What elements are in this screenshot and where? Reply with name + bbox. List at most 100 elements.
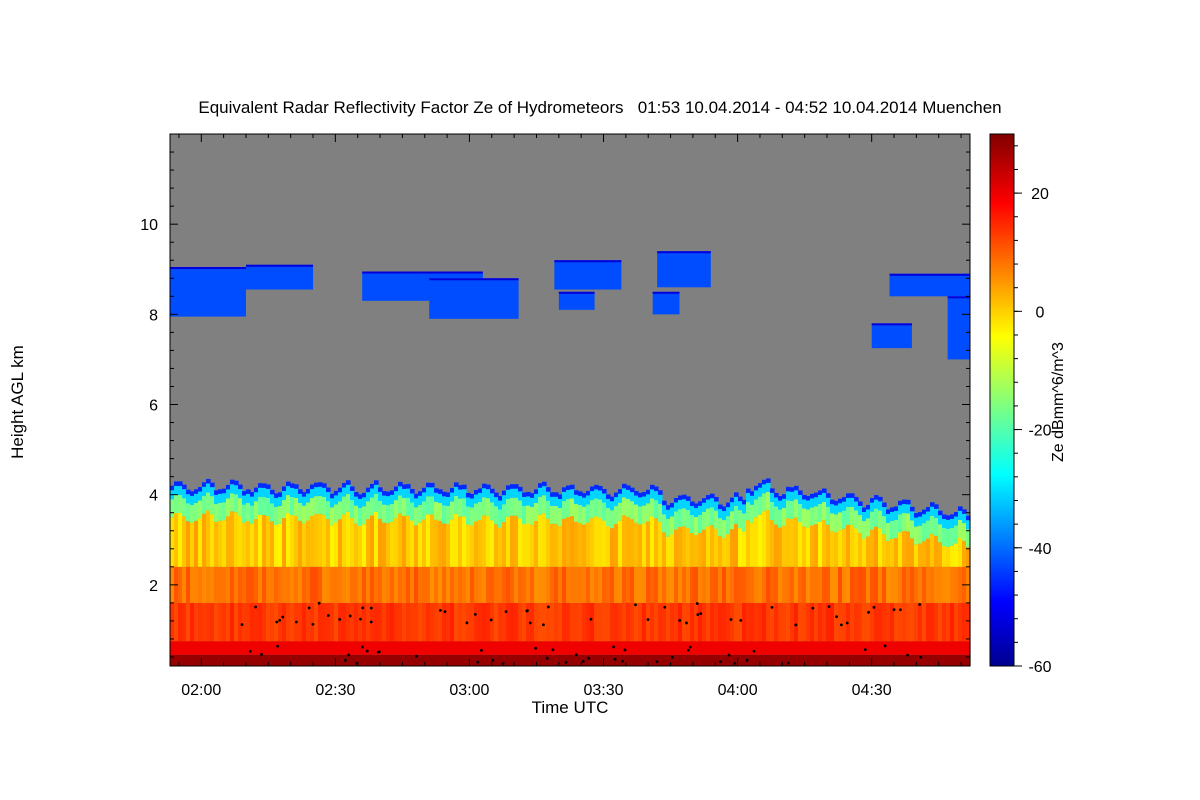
reflectivity-cell [578, 654, 583, 666]
cloud-base-point [443, 610, 447, 614]
reflectivity-cell [778, 527, 783, 567]
reflectivity-cell [338, 501, 343, 520]
reflectivity-cell [610, 528, 615, 567]
reflectivity-cell [210, 496, 215, 515]
reflectivity-cell [310, 641, 315, 655]
reflectivity-cell [922, 566, 927, 603]
reflectivity-cell [714, 528, 719, 567]
reflectivity-cell [838, 566, 843, 603]
reflectivity-cell [178, 602, 183, 642]
reflectivity-cell [778, 641, 783, 655]
reflectivity-cell [518, 641, 523, 655]
reflectivity-cell [702, 602, 707, 642]
cirrus-edge [947, 296, 970, 299]
reflectivity-cell [434, 492, 439, 502]
reflectivity-cell [946, 602, 951, 642]
reflectivity-cell [742, 566, 747, 603]
reflectivity-cell [226, 654, 231, 666]
reflectivity-cell [418, 654, 423, 666]
reflectivity-cell [822, 602, 827, 642]
reflectivity-cell [298, 502, 303, 521]
reflectivity-cell [810, 654, 815, 666]
reflectivity-cell [690, 501, 695, 506]
reflectivity-cell [606, 641, 611, 655]
reflectivity-cell [830, 654, 835, 666]
reflectivity-cell [326, 566, 331, 603]
reflectivity-cell [530, 493, 535, 498]
reflectivity-cell [782, 566, 787, 603]
reflectivity-cell [718, 641, 723, 655]
reflectivity-cell [762, 602, 767, 642]
reflectivity-cell [622, 515, 627, 567]
reflectivity-cell [270, 503, 275, 522]
reflectivity-cell [538, 602, 543, 642]
reflectivity-cell [206, 483, 211, 493]
reflectivity-cell [190, 566, 195, 603]
x-axis: 02:00 02:30 03:00 03:30 04:00 04:30 [178, 134, 962, 699]
cloud-base-point [770, 606, 774, 609]
reflectivity-cell [346, 602, 351, 642]
reflectivity-cell [810, 498, 815, 508]
reflectivity-cell [962, 540, 967, 567]
reflectivity-cell [502, 641, 507, 655]
reflectivity-cell [918, 525, 923, 544]
cirrus-edge [871, 323, 912, 326]
reflectivity-cell [390, 521, 395, 567]
reflectivity-cell [830, 531, 835, 567]
reflectivity-cell [746, 602, 751, 642]
reflectivity-cell [614, 524, 619, 567]
reflectivity-cell [386, 523, 391, 567]
reflectivity-cell [658, 521, 663, 567]
reflectivity-cell [910, 654, 915, 666]
reflectivity-cell [546, 487, 551, 492]
reflectivity-cell [462, 654, 467, 666]
reflectivity-cell [482, 654, 487, 666]
reflectivity-cell [886, 522, 891, 541]
reflectivity-cell [606, 525, 611, 567]
reflectivity-cell [686, 566, 691, 603]
reflectivity-cell [298, 489, 303, 494]
reflectivity-cell [286, 654, 291, 666]
cloud-base-point [376, 650, 380, 654]
reflectivity-cell [758, 641, 763, 655]
reflectivity-cell [210, 566, 215, 603]
reflectivity-cell [482, 497, 487, 516]
reflectivity-cell [458, 485, 463, 490]
reflectivity-cell [358, 507, 363, 526]
reflectivity-cell [438, 493, 443, 503]
reflectivity-cell [894, 566, 899, 603]
reflectivity-cell [858, 505, 863, 515]
reflectivity-cell [958, 654, 963, 666]
reflectivity-cell [554, 505, 559, 524]
reflectivity-cell [802, 526, 807, 567]
reflectivity-cell [318, 641, 323, 655]
reflectivity-cell [626, 566, 631, 603]
reflectivity-cell [182, 566, 187, 603]
reflectivity-cell [242, 641, 247, 655]
reflectivity-cell [546, 602, 551, 642]
reflectivity-cell [610, 496, 615, 502]
reflectivity-cell [310, 654, 315, 666]
reflectivity-cell [306, 602, 311, 642]
reflectivity-cell [922, 641, 927, 655]
reflectivity-cell [590, 500, 595, 519]
reflectivity-cell [322, 483, 327, 488]
cloud-base-point [465, 621, 469, 625]
cloud-base-point [240, 623, 244, 626]
reflectivity-cell [178, 566, 183, 603]
reflectivity-cell [854, 528, 859, 567]
reflectivity-cell [186, 654, 191, 666]
reflectivity-cell [834, 566, 839, 603]
reflectivity-cell [206, 641, 211, 655]
reflectivity-cell [874, 526, 879, 567]
reflectivity-cell [806, 500, 811, 510]
reflectivity-cell [310, 602, 315, 642]
reflectivity-cell [526, 523, 531, 567]
reflectivity-cell [358, 566, 363, 603]
reflectivity-cell [250, 505, 255, 524]
reflectivity-cell [446, 566, 451, 603]
reflectivity-cell [270, 494, 275, 504]
reflectivity-cell [222, 641, 227, 655]
reflectivity-cell [838, 530, 843, 567]
reflectivity-cell [926, 654, 931, 666]
